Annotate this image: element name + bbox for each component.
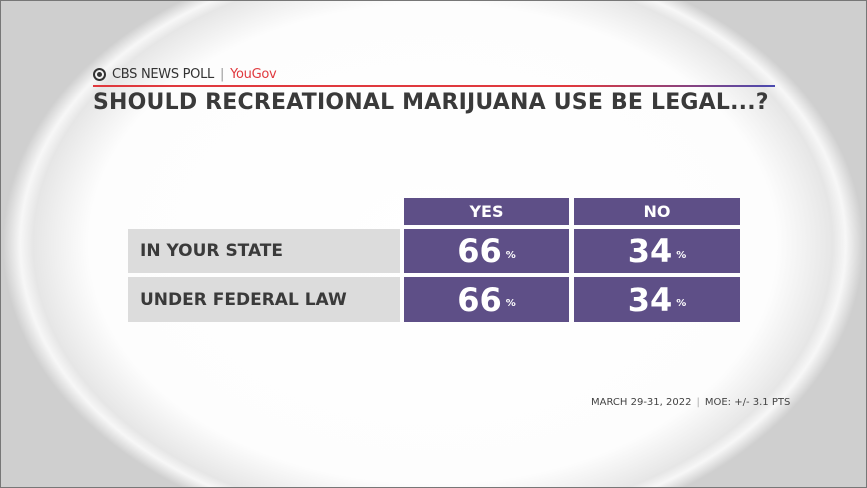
value: 66 xyxy=(457,232,502,270)
cbs-eye-icon xyxy=(93,68,106,81)
header-rule xyxy=(93,85,775,87)
value: 34 xyxy=(627,280,673,319)
unit: % xyxy=(676,298,687,309)
data-cell: 66% xyxy=(404,277,569,322)
poll-date: MARCH 29-31, 2022 xyxy=(591,397,692,408)
unit: % xyxy=(505,298,516,309)
brand: CBS NEWS POLL xyxy=(112,67,214,82)
footer: MARCH 29-31, 2022 | MOE: +/- 3.1 PTS xyxy=(591,397,790,408)
data-cell: 34% xyxy=(574,277,740,322)
data-cell: 34% xyxy=(574,229,740,273)
cbs-news-poll-logo: CBS NEWS POLL | YouGov xyxy=(93,67,277,82)
page-title: SHOULD RECREATIONAL MARIJUANA USE BE LEG… xyxy=(93,90,769,115)
row-label: IN YOUR STATE xyxy=(128,229,400,273)
unit: % xyxy=(676,249,687,261)
value: 66 xyxy=(457,280,502,319)
separator: | xyxy=(696,397,700,408)
column-header-yes: YES xyxy=(404,198,569,225)
column-header-no: NO xyxy=(574,198,740,225)
partner-logo: YouGov xyxy=(230,67,277,82)
separator: | xyxy=(220,67,225,82)
value: 34 xyxy=(627,232,673,270)
row-label: UNDER FEDERAL LAW xyxy=(128,277,400,322)
unit: % xyxy=(505,249,516,261)
margin-of-error: MOE: +/- 3.1 PTS xyxy=(704,397,791,408)
data-cell: 66% xyxy=(404,229,569,273)
